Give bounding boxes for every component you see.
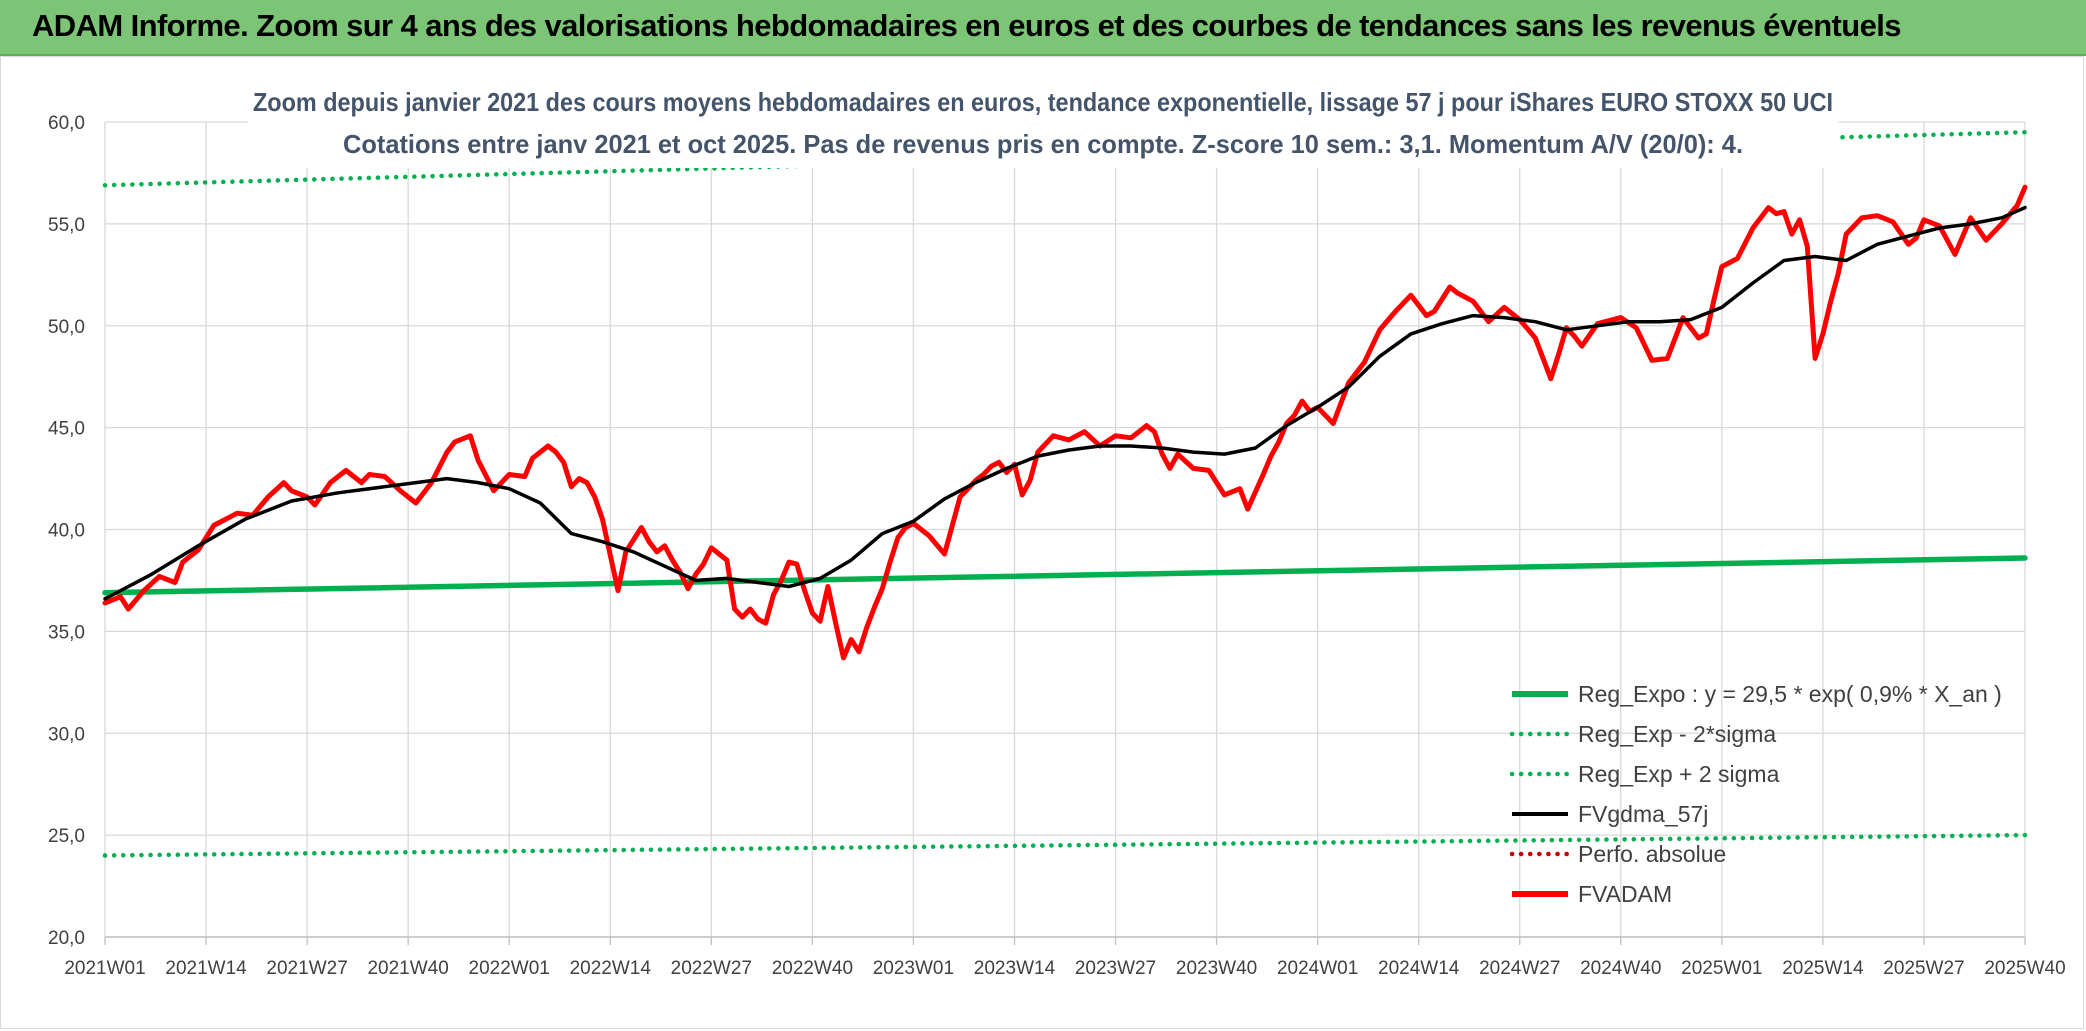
x-tick-label: 2021W40 xyxy=(367,958,448,979)
x-tick-label: 2024W01 xyxy=(1277,958,1358,979)
y-tick-label: 55,0 xyxy=(48,215,85,236)
x-tick-label: 2024W40 xyxy=(1580,958,1661,979)
y-tick-label: 50,0 xyxy=(48,317,85,338)
y-tick-label: 45,0 xyxy=(48,419,85,440)
y-tick-label: 60,0 xyxy=(48,113,85,134)
x-tick-label: 2023W01 xyxy=(873,958,954,979)
axis-layer: 20,0 25,0 30,0 35,0 40,0 45,0 50,0 55,0 60,0 2021… xyxy=(48,113,2066,979)
x-tick-label: 2022W40 xyxy=(772,958,853,979)
chart-subtitle: Cotations entre janv 2021 et oct 2025. P… xyxy=(343,129,1743,159)
x-tick-label: 2023W27 xyxy=(1075,958,1156,979)
legend-label: FVgdma_57j xyxy=(1578,801,1708,827)
fvgdma-57j-line xyxy=(103,205,2027,601)
header-banner: ADAM Informe. Zoom sur 4 ans des valoris… xyxy=(0,0,2086,56)
grid-layer xyxy=(104,121,2026,938)
x-tick-label: 2025W14 xyxy=(1782,958,1864,979)
legend: Reg_Expo : y = 29,5 * exp( 0,9% * X_an )… xyxy=(1509,681,2002,907)
chart-frame xyxy=(0,56,2084,1029)
x-tick-label: 2024W27 xyxy=(1479,958,1560,979)
y-tick-label: 20,0 xyxy=(48,928,85,949)
x-tick-label: 2025W01 xyxy=(1681,958,1762,979)
x-tick-label: 2023W40 xyxy=(1176,958,1257,979)
chart-title: Zoom depuis janvier 2021 des cours moyen… xyxy=(253,87,1833,117)
x-tick-label: 2025W40 xyxy=(1984,958,2065,979)
x-tick-label: 2021W27 xyxy=(266,958,347,979)
legend-label: Reg_Expo : y = 29,5 * exp( 0,9% * X_an ) xyxy=(1578,681,2002,707)
x-tick-label: 2022W27 xyxy=(671,958,752,979)
x-tick-label: 2025W27 xyxy=(1883,958,1964,979)
y-tick-label: 35,0 xyxy=(48,622,85,643)
page-title: ADAM Informe. Zoom sur 4 ans des valoris… xyxy=(32,8,1902,43)
subtitle-background xyxy=(248,82,1838,168)
legend-label: Perfo. absolue xyxy=(1578,841,1726,867)
legend-label: Reg_Exp - 2*sigma xyxy=(1578,721,1776,747)
reg-minus-2sigma-line xyxy=(102,832,2028,858)
x-tick-label: 2024W14 xyxy=(1378,958,1460,979)
x-tick-label: 2021W01 xyxy=(64,958,145,979)
x-tick-label: 2022W01 xyxy=(469,958,550,979)
x-tick-label: 2022W14 xyxy=(570,958,652,979)
x-tick-label: 2023W14 xyxy=(974,958,1056,979)
legend-label: FVADAM xyxy=(1578,881,1672,907)
series-layer xyxy=(102,129,2028,858)
fvadam-line xyxy=(102,184,2028,661)
y-tick-label: 30,0 xyxy=(48,724,85,745)
reg-expo-line xyxy=(102,555,2028,596)
y-tick-label: 40,0 xyxy=(48,521,85,542)
legend-label: Reg_Exp + 2 sigma xyxy=(1578,761,1780,787)
y-tick-label: 25,0 xyxy=(48,826,85,847)
x-tick-label: 2021W14 xyxy=(165,958,247,979)
